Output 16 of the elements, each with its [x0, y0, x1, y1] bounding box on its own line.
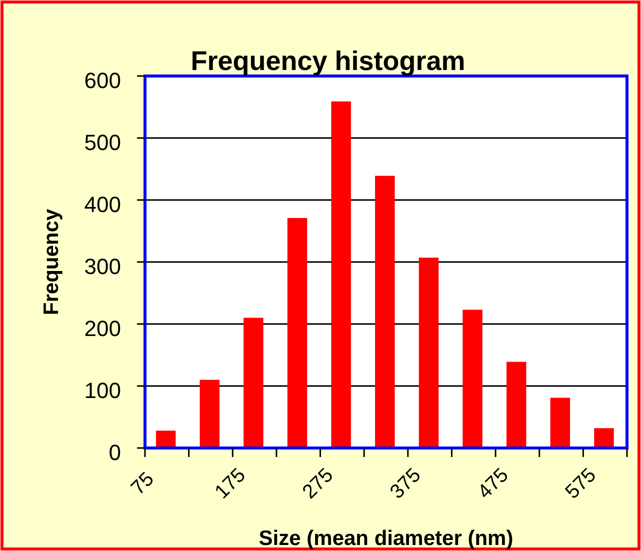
x-tick-label: 75: [127, 468, 158, 500]
y-tick-label: 300: [84, 254, 121, 279]
y-tick-label: 0: [108, 440, 121, 465]
y-tick-label: 600: [84, 68, 121, 93]
y-tick-label: 400: [84, 192, 121, 217]
x-tick-label: 475: [474, 464, 513, 504]
x-tick-label: 575: [561, 464, 601, 504]
y-tick-label: 200: [84, 316, 121, 341]
x-axis-title: Size (mean diameter (nm): [258, 527, 514, 550]
x-tick-label: 375: [386, 464, 426, 504]
x-tick-label: 275: [298, 464, 338, 504]
x-tick-label: 175: [210, 464, 250, 504]
y-axis-title: Frequency: [40, 208, 63, 316]
chart-title: Frequency histogram: [190, 46, 466, 76]
y-tick-label: 100: [84, 378, 121, 403]
y-tick-label: 500: [84, 130, 121, 155]
